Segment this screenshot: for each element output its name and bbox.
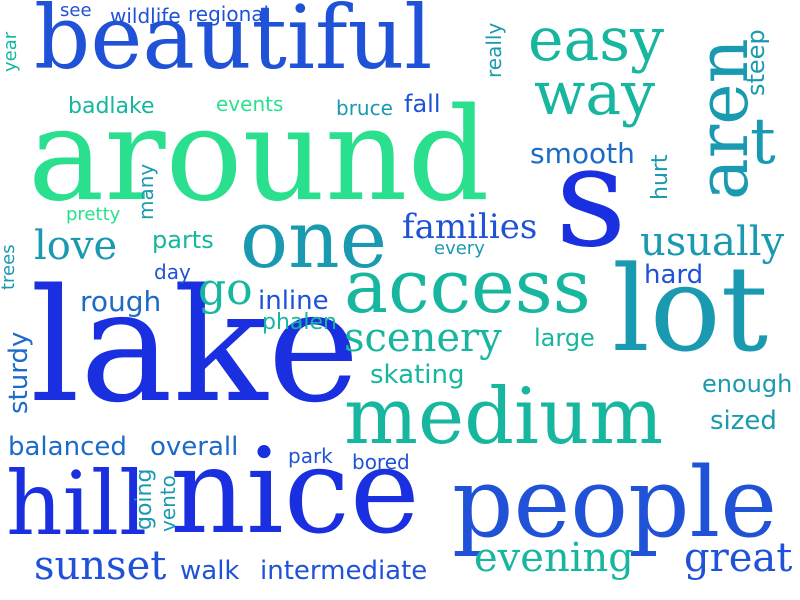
word-scenery: scenery	[344, 315, 502, 361]
word-evening: evening	[474, 535, 634, 581]
word-nice: nice	[170, 422, 420, 560]
word-enough: enough	[702, 370, 793, 398]
word-s: s	[555, 116, 627, 279]
word-easy: easy	[528, 5, 664, 75]
word-medium: medium	[344, 372, 664, 462]
word-inline: inline	[258, 286, 329, 316]
word-steep: steep	[742, 29, 770, 96]
word-sturdy: sturdy	[4, 331, 34, 414]
word-badlake: badlake	[68, 94, 155, 119]
word-love: love	[34, 223, 118, 269]
word-overall: overall	[150, 432, 239, 462]
word-access: access	[344, 244, 591, 330]
word-skating: skating	[370, 360, 465, 390]
word-every: every	[434, 238, 485, 259]
word-trees: trees	[0, 244, 19, 290]
word-events: events	[216, 92, 284, 116]
word-hard: hard	[644, 260, 704, 290]
word-phalen: phalen	[262, 310, 337, 335]
word-sized: sized	[710, 406, 777, 436]
word-hill: hill	[6, 452, 148, 555]
word-pretty: pretty	[66, 204, 121, 225]
word-see: see	[60, 0, 92, 21]
word-rough: rough	[80, 285, 162, 318]
word-going: going	[132, 468, 157, 530]
word-lot: lot	[612, 240, 769, 378]
word-t: t	[750, 105, 776, 179]
word-fall: fall	[404, 90, 441, 118]
word-bruce: bruce	[336, 96, 393, 120]
word-smooth: smooth	[530, 137, 635, 170]
word-around: around	[28, 81, 490, 230]
word-intermediate: intermediate	[260, 556, 428, 586]
word-large: large	[534, 324, 595, 352]
word-many: many	[134, 163, 158, 220]
word-park: park	[288, 444, 333, 468]
word-way: way	[534, 59, 656, 129]
word-vento: vento	[156, 475, 180, 532]
word-year: year	[0, 31, 21, 72]
word-parts: parts	[152, 226, 214, 254]
word-walk: walk	[180, 556, 240, 586]
word-beautiful: beautiful	[34, 0, 433, 89]
word-balanced: balanced	[8, 432, 127, 462]
word-really: really	[482, 22, 506, 78]
word-sunset: sunset	[34, 543, 167, 589]
word-families: families	[402, 207, 538, 247]
word-great: great	[684, 535, 793, 581]
word-hurt: hurt	[648, 154, 673, 200]
word-lake: lake	[30, 255, 360, 437]
word-go: go	[198, 264, 253, 315]
word-wildlife: wildlife	[110, 4, 181, 28]
word-usually: usually	[640, 219, 785, 265]
word-regional: regional	[188, 2, 270, 26]
word-people: people	[452, 447, 778, 559]
word-day: day	[154, 260, 191, 284]
word-bored: bored	[352, 450, 410, 474]
word-one: one	[240, 193, 388, 286]
